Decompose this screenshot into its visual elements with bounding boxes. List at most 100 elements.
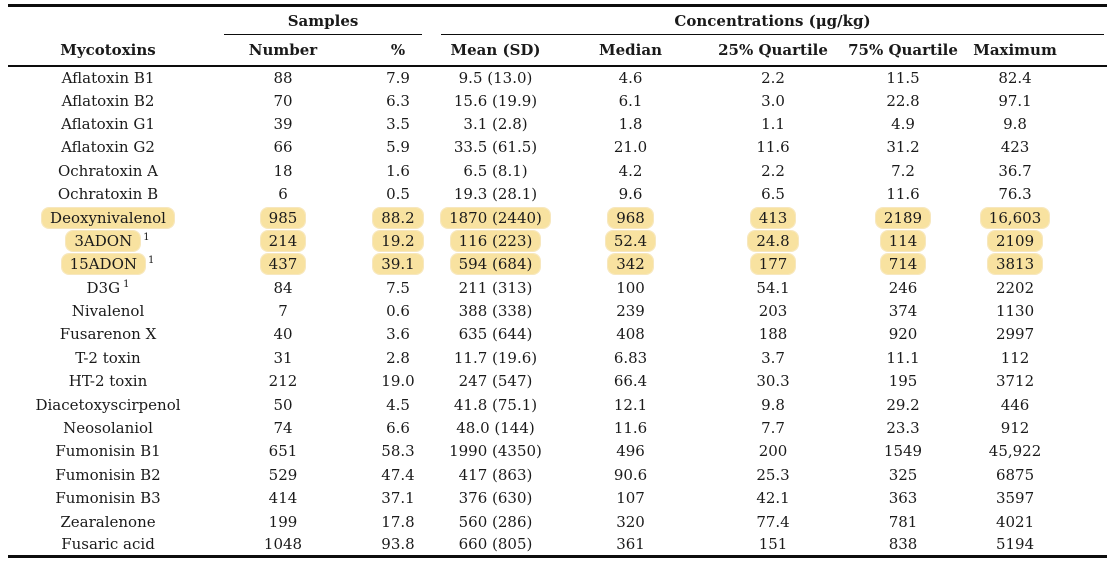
cell-value: 21.0 — [613, 138, 648, 157]
table-row: T-2 toxin 31 2.8 11.7 (19.6) 6.83 3.7 11.1 112 — [8, 346, 1107, 369]
cell-value: 781 — [888, 512, 918, 531]
cell-value: 246 — [888, 278, 918, 297]
cell-value: 1870 (2440) — [441, 207, 550, 228]
toxin-name: Aflatoxin B2 — [61, 91, 155, 110]
value-cell: 0.6 — [358, 299, 438, 322]
value-cell: 40 — [208, 323, 358, 346]
cell-value: 88 — [273, 68, 293, 87]
cell-value: 4.2 — [618, 161, 643, 180]
value-cell: 203 — [708, 299, 838, 322]
value-cell: 363 — [838, 487, 968, 510]
toxin-name-cell: T-2 toxin — [8, 346, 208, 369]
cell-value: 19.0 — [381, 372, 415, 391]
value-cell: 376 (630) — [438, 487, 553, 510]
column-header-percent: % — [358, 34, 439, 67]
value-cell: 50 — [208, 393, 358, 416]
value-cell: 82.4 — [968, 66, 1107, 89]
cell-value: 3.1 (2.8) — [463, 114, 528, 133]
table-header: Samples Concentrations (μg/kg) Mycotoxin… — [8, 6, 1108, 67]
cell-value: 39 — [273, 114, 293, 133]
value-cell: 17.8 — [358, 510, 438, 533]
cell-value: 6.5 — [761, 185, 785, 204]
value-cell: 423 — [968, 136, 1107, 159]
cell-value: 2202 — [995, 278, 1035, 297]
cell-value: 2997 — [995, 325, 1035, 344]
value-cell: 70 — [208, 89, 358, 112]
value-cell: 388 (338) — [438, 299, 553, 322]
value-cell: 58.3 — [358, 440, 438, 463]
value-cell: 2.2 — [708, 66, 838, 89]
cell-value: 200 — [758, 442, 788, 461]
cell-value: 66.4 — [613, 372, 648, 391]
toxin-name: Deoxynivalenol — [42, 207, 174, 228]
toxin-name-cell: Nivalenol — [8, 299, 208, 322]
table-row: Ochratoxin A 18 1.6 6.5 (8.1) 4.2 2.2 7.2 36.7 — [8, 159, 1107, 182]
table-row: Deoxynivalenol 985 88.2 1870 (2440) 968 413 21… — [8, 206, 1107, 229]
cell-value: 11.6 — [886, 185, 920, 204]
value-cell: 39 — [208, 112, 358, 135]
value-cell: 4.6 — [553, 66, 708, 89]
cell-value: 30.3 — [756, 372, 790, 391]
cell-value: 1.8 — [618, 114, 643, 133]
cell-value: 9.8 — [1003, 114, 1027, 133]
value-cell: 7 — [208, 299, 358, 322]
toxin-name: Nivalenol — [71, 302, 145, 321]
cell-value: 16,603 — [980, 207, 1050, 228]
cell-value: 23.3 — [886, 419, 920, 438]
cell-value: 97.1 — [998, 91, 1032, 110]
value-cell: 76.3 — [968, 182, 1107, 205]
cell-value: 19.2 — [373, 230, 423, 251]
table-row: Fusaric acid 1048 93.8 660 (805) 361 151 838 51… — [8, 533, 1107, 556]
value-cell: 19.3 (28.1) — [438, 182, 553, 205]
header-spacer — [8, 6, 208, 35]
value-cell: 52.4 — [553, 229, 708, 252]
cell-value: 15.6 (19.9) — [453, 91, 538, 110]
cell-value: 2189 — [875, 207, 931, 228]
value-cell: 6.3 — [358, 89, 438, 112]
column-header-number: Number — [208, 34, 358, 67]
value-cell: 6.1 — [553, 89, 708, 112]
toxin-name: Fumonisin B3 — [55, 489, 161, 508]
cell-value: 2.8 — [386, 348, 410, 367]
value-cell: 33.5 (61.5) — [438, 136, 553, 159]
cell-value: 4.6 — [618, 68, 643, 87]
value-cell: 200 — [708, 440, 838, 463]
toxin-name: Fusarenon X — [59, 325, 157, 344]
value-cell: 48.0 (144) — [438, 416, 553, 439]
cell-value: 25.3 — [756, 465, 790, 484]
cell-value: 2109 — [987, 230, 1043, 251]
value-cell: 31.2 — [838, 136, 968, 159]
value-cell: 11.6 — [838, 182, 968, 205]
value-cell: 1048 — [208, 533, 358, 556]
value-cell: 4.9 — [838, 112, 968, 135]
value-cell: 446 — [968, 393, 1107, 416]
group-header-row: Samples Concentrations (μg/kg) — [8, 6, 1107, 35]
value-cell: 247 (547) — [438, 370, 553, 393]
cell-value: 39.1 — [373, 254, 423, 275]
value-cell: 414 — [208, 487, 358, 510]
value-cell: 6 — [208, 182, 358, 205]
column-header-maximum: Maximum — [968, 34, 1108, 67]
value-cell: 9.8 — [708, 393, 838, 416]
value-cell: 239 — [553, 299, 708, 322]
toxin-name: Diacetoxyscirpenol — [35, 395, 181, 414]
value-cell: 3.1 (2.8) — [438, 112, 553, 135]
cell-value: 0.5 — [386, 185, 410, 204]
cell-value: 3597 — [995, 489, 1035, 508]
toxin-name-cell: 15ADON 1 — [8, 253, 208, 276]
value-cell: 36.7 — [968, 159, 1107, 182]
cell-value: 31.2 — [886, 138, 920, 157]
value-cell: 3.6 — [358, 323, 438, 346]
value-cell: 188 — [708, 323, 838, 346]
value-cell: 0.5 — [358, 182, 438, 205]
cell-value: 177 — [750, 254, 796, 275]
toxin-name: Fumonisin B1 — [55, 442, 161, 461]
cell-value: 47.4 — [381, 465, 415, 484]
value-cell: 496 — [553, 440, 708, 463]
cell-value: 42.1 — [756, 489, 790, 508]
cell-value: 11.5 — [886, 68, 920, 87]
cell-value: 48.0 (144) — [456, 419, 535, 438]
toxin-name: Neosolaniol — [63, 419, 153, 438]
value-cell: 19.0 — [358, 370, 438, 393]
value-cell: 2189 — [838, 206, 968, 229]
